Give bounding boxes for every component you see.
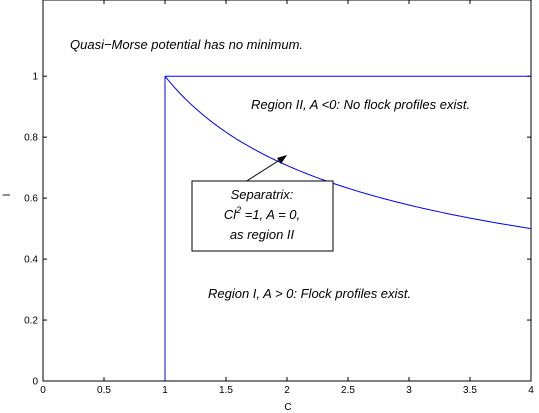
callout-box xyxy=(191,180,334,252)
callout-line-1: Separatrix: xyxy=(231,187,294,202)
x-tick-label: 3.5 xyxy=(463,385,477,396)
y-axis-label: l xyxy=(2,194,13,196)
callout-line-3: as region II xyxy=(230,227,295,242)
series-line-separatrix xyxy=(164,75,532,230)
y-tick-label: 0 xyxy=(32,377,38,388)
x-axis-label: C xyxy=(284,402,291,413)
annotation-region-2: Region II, A <0: No flock profiles exist… xyxy=(251,97,470,112)
x-tick-label: 1 xyxy=(162,385,168,396)
x-tick-label: 1.5 xyxy=(219,385,233,396)
x-tick-label: 2.5 xyxy=(341,385,355,396)
x-axis-ticks: 0 0.5 1 1.5 2 2.5 3 3.5 4 xyxy=(40,0,534,396)
y-tick-label: 0.8 xyxy=(24,133,38,144)
annotation-top: Quasi−Morse potential has no minimum. xyxy=(70,37,303,52)
callout-line-2-sup: 2 xyxy=(235,205,241,215)
x-tick-label: 3 xyxy=(406,385,412,396)
callout-line-2: Cl2 =1, A = 0, xyxy=(224,205,300,222)
callout-arrowhead xyxy=(277,155,287,164)
callout-line-2-suffix: =1, A = 0, xyxy=(241,207,300,222)
separatrix-callout: Separatrix: Cl2 =1, A = 0, as region II xyxy=(191,155,334,252)
callout-line-2-prefix: Cl xyxy=(224,207,237,222)
x-tick-label: 0.5 xyxy=(97,385,111,396)
x-tick-label: 0 xyxy=(40,385,46,396)
y-axis-ticks: 0 0.2 0.4 0.6 0.8 1 xyxy=(24,72,531,388)
y-tick-label: 0.4 xyxy=(24,255,38,266)
y-tick-label: 0.2 xyxy=(24,316,38,327)
y-tick-label: 1 xyxy=(32,72,38,83)
annotation-region-1: Region I, A > 0: Flock profiles exist. xyxy=(208,286,411,301)
x-tick-label: 2 xyxy=(284,385,290,396)
x-tick-label: 4 xyxy=(528,385,534,396)
y-tick-label: 0.6 xyxy=(24,194,38,205)
series-lines xyxy=(164,75,532,381)
